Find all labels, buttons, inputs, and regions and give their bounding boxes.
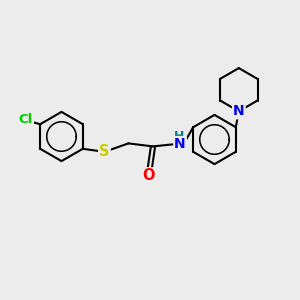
Text: H: H [174, 130, 184, 143]
Text: Cl: Cl [19, 113, 33, 126]
Text: O: O [142, 168, 155, 183]
Text: N: N [174, 137, 186, 151]
Text: S: S [99, 144, 110, 159]
Text: N: N [233, 104, 244, 118]
